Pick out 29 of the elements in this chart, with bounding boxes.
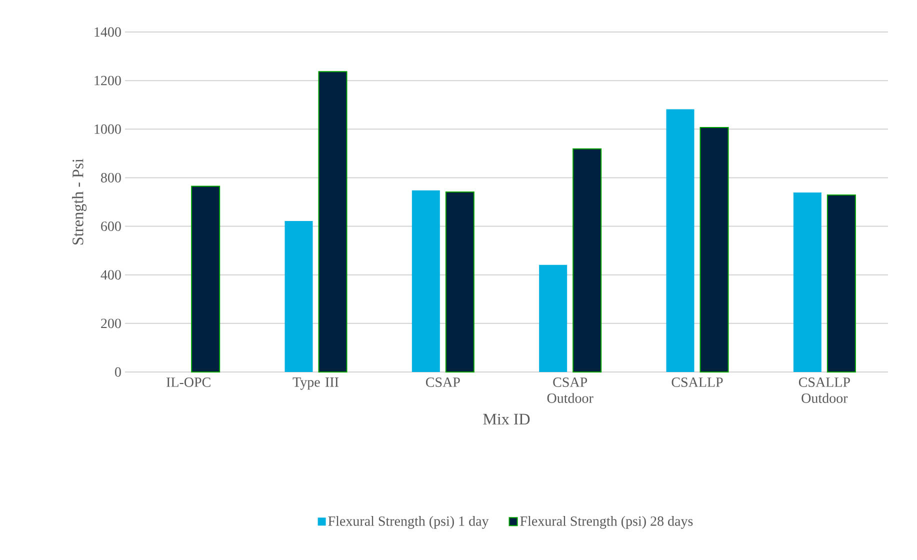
- y-axis-title: Strength - Psi: [72, 158, 87, 244]
- bar: [793, 192, 822, 372]
- y-tick-label: 400: [100, 270, 121, 280]
- x-tick-label: CSALLP: [672, 378, 723, 387]
- x-tick-label: CSALLP Outdoor: [798, 378, 850, 403]
- x-axis-title: Mix ID: [483, 414, 530, 424]
- x-tick-label: CSAP: [426, 378, 460, 387]
- x-tick-label: CSAP Outdoor: [547, 378, 594, 403]
- bar: [445, 192, 474, 372]
- y-tick-label: 800: [101, 172, 121, 182]
- bar: [539, 264, 568, 372]
- bar: [826, 194, 856, 372]
- x-tick-label: IL-OPC: [166, 378, 210, 387]
- bar: [572, 148, 602, 372]
- bar: [284, 220, 313, 372]
- legend-label: Flexural Strength (psi) 1 day: [328, 516, 489, 529]
- y-tick-label: 1000: [94, 124, 121, 134]
- bar: [666, 109, 694, 372]
- y-tick-label: 600: [101, 222, 121, 232]
- legend-label: Flexural Strength (psi) 28 days: [520, 516, 693, 529]
- bar: [412, 190, 440, 372]
- y-tick-label: 200: [101, 318, 121, 328]
- bar: [318, 71, 348, 372]
- x-tick-label: Type III: [292, 378, 338, 390]
- bar: [700, 126, 729, 372]
- y-tick-label: 0: [115, 367, 121, 377]
- bar: [191, 186, 220, 372]
- y-tick-label: 1200: [94, 76, 121, 86]
- y-tick-label: 1400: [94, 27, 121, 37]
